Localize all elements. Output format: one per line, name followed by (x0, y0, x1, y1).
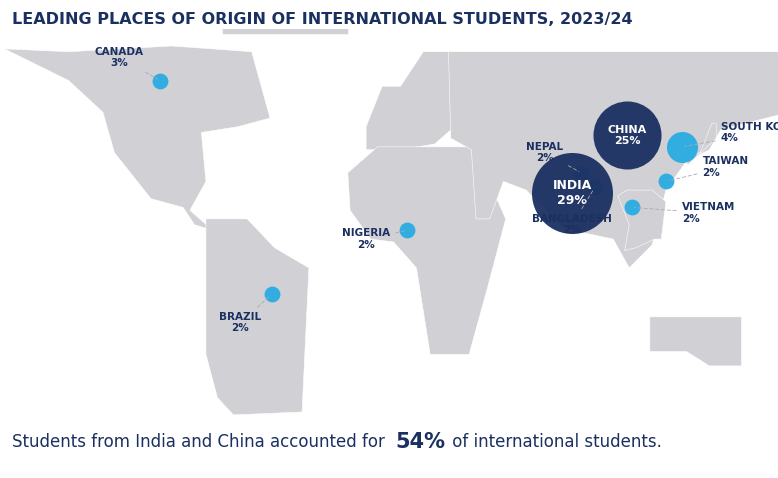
Point (589, 184, 601, 191)
Point (626, 204, 638, 211)
Text: NEPAL
2%: NEPAL 2% (526, 142, 579, 172)
Text: SOUTH KOREA
4%: SOUTH KOREA 4% (685, 121, 778, 146)
Point (621, 131, 633, 139)
Text: LEADING PLACES OF ORIGIN OF INTERNATIONAL STUDENTS, 2023/24: LEADING PLACES OF ORIGIN OF INTERNATIONA… (12, 12, 633, 27)
Text: TAIWAN
2%: TAIWAN 2% (668, 156, 748, 181)
Text: INDIA
29%: INDIA 29% (552, 179, 592, 207)
Text: of international students.: of international students. (447, 433, 662, 451)
Point (675, 143, 688, 151)
Text: CHINA
25%: CHINA 25% (608, 124, 647, 146)
Text: BANGLADESH
2%: BANGLADESH 2% (532, 190, 612, 236)
Text: CANADA
3%: CANADA 3% (94, 47, 158, 79)
Point (266, 290, 279, 298)
Text: VIETNAM
2%: VIETNAM 2% (634, 202, 735, 224)
Point (401, 227, 414, 234)
Text: 54%: 54% (395, 432, 445, 452)
Point (154, 77, 166, 85)
Point (566, 189, 578, 197)
Text: BRAZIL
2%: BRAZIL 2% (219, 296, 270, 334)
Text: NIGERIA
2%: NIGERIA 2% (342, 228, 405, 250)
Text: Students from India and China accounted for: Students from India and China accounted … (12, 433, 395, 451)
Point (575, 169, 587, 176)
Point (660, 178, 672, 185)
